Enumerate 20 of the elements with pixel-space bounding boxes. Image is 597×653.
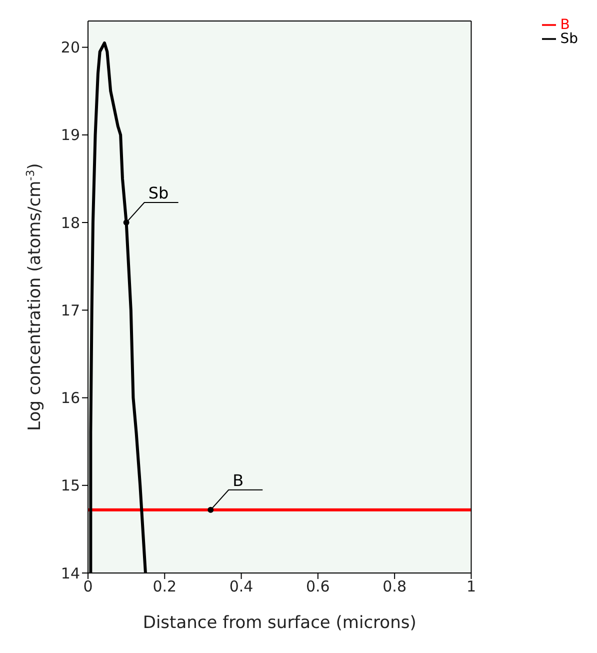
annotation: B	[232, 470, 244, 490]
x-tick-label: 0.2	[152, 578, 177, 596]
y-tick-label: 20	[60, 38, 80, 57]
x-tick-label: 0.6	[306, 578, 330, 596]
x-tick-label: 0	[83, 578, 93, 596]
callout-leader: Sb	[123, 184, 179, 226]
y-tick-label: 19	[60, 126, 80, 144]
x-axis-title: Distance from surface (microns)	[142, 613, 416, 633]
x-tick-label: 0.4	[229, 578, 254, 596]
x-tick-label: 1	[466, 578, 476, 596]
legend-label: Sb	[560, 31, 578, 48]
y-tick-label: 16	[60, 389, 80, 408]
y-tick-label: 17	[60, 301, 80, 320]
annotation: Sb	[148, 184, 169, 203]
y-tick-label: 15	[60, 476, 80, 495]
x-tick-label: 0.8	[382, 578, 407, 596]
y-tick-label: 18	[60, 214, 80, 232]
callout-leader: B	[208, 470, 264, 513]
y-tick-label: 14	[60, 564, 80, 582]
legend-label: B	[560, 17, 570, 33]
